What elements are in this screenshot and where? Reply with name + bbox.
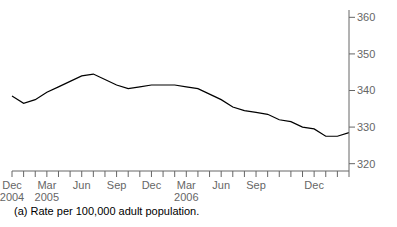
svg-text:Sep: Sep [246, 179, 266, 191]
svg-text:Dec: Dec [142, 179, 162, 191]
svg-text:330: 330 [357, 121, 375, 133]
svg-text:Sep: Sep [107, 179, 127, 191]
svg-text:Jun: Jun [73, 179, 91, 191]
svg-text:340: 340 [357, 84, 375, 96]
svg-text:Dec: Dec [304, 179, 324, 191]
svg-text:Mar2005: Mar2005 [35, 179, 59, 203]
svg-text:350: 350 [357, 48, 375, 60]
svg-text:Jun: Jun [212, 179, 230, 191]
svg-text:Dec2004: Dec2004 [8, 179, 24, 203]
svg-text:Mar2006: Mar2006 [174, 179, 198, 203]
html-text:(a) Rate per 100,000 adult pop: (a) Rate per 100,000 adult population. [14, 205, 200, 217]
svg-text:320: 320 [357, 158, 375, 170]
svg-text:360: 360 [357, 11, 375, 23]
